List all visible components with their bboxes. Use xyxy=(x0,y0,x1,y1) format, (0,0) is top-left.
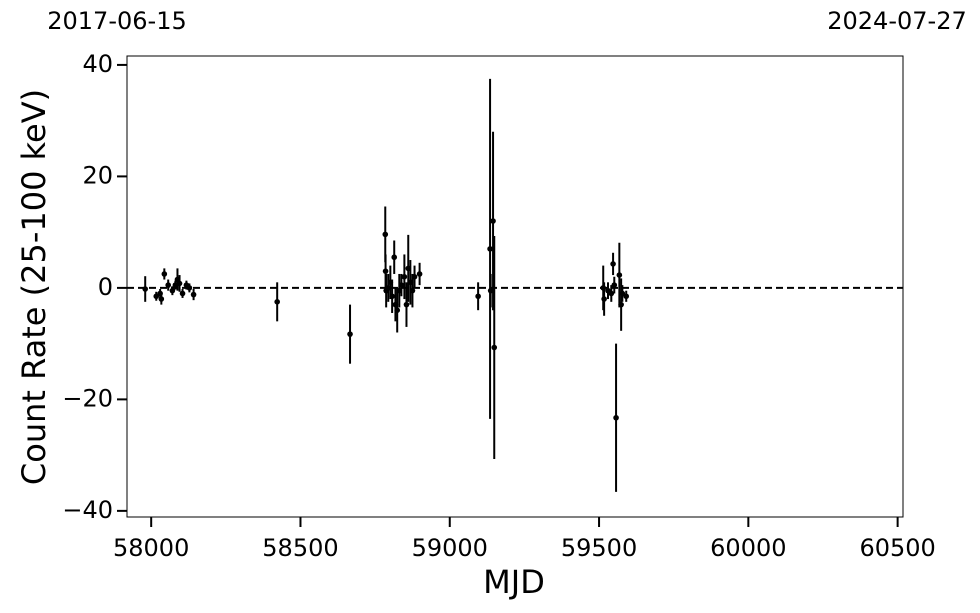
data-point xyxy=(613,414,619,421)
data-point xyxy=(382,231,389,238)
plot-frame xyxy=(126,55,904,518)
data-point xyxy=(165,282,172,288)
data-point xyxy=(616,272,623,278)
data-point xyxy=(403,301,410,308)
data-point xyxy=(389,293,395,300)
data-point xyxy=(401,273,408,280)
y-axis-label: Count Rate (25-100 keV) xyxy=(15,89,53,485)
data-point xyxy=(398,282,405,288)
y-tick-label: 20 xyxy=(82,161,113,189)
x-tick-label: 60500 xyxy=(859,534,935,562)
data-point xyxy=(391,254,398,261)
x-tick-label: 58000 xyxy=(113,534,189,562)
data-point xyxy=(623,293,630,300)
data-point xyxy=(179,290,186,297)
y-tick-label: −40 xyxy=(62,496,113,524)
data-point xyxy=(158,296,165,302)
data-point xyxy=(153,293,160,300)
y-tick-label: −20 xyxy=(62,384,113,412)
data-point xyxy=(611,282,618,288)
data-point xyxy=(490,218,496,224)
x-tick-label: 60000 xyxy=(710,534,786,562)
x-tick-label: 59000 xyxy=(412,534,488,562)
data-point xyxy=(618,301,624,308)
data-point xyxy=(186,285,193,291)
data-point xyxy=(176,280,183,287)
data-point xyxy=(475,293,481,300)
data-point xyxy=(610,261,616,267)
data-point xyxy=(190,291,197,298)
data-point xyxy=(601,296,607,302)
data-point xyxy=(608,290,615,297)
data-point xyxy=(487,246,493,252)
data-point xyxy=(347,331,353,337)
data-point xyxy=(274,299,280,305)
y-tick-label: 40 xyxy=(82,50,113,78)
data-point xyxy=(491,344,498,351)
data-point xyxy=(169,287,176,294)
top-date-label: 2017-06-15 xyxy=(47,7,186,35)
data-point xyxy=(142,286,149,292)
data-point xyxy=(382,268,389,274)
data-point xyxy=(394,307,401,313)
data-point xyxy=(416,271,423,277)
data-point xyxy=(411,273,418,280)
x-axis-label: MJD xyxy=(483,563,545,601)
data-point xyxy=(619,290,626,297)
y-tick-label: 0 xyxy=(98,273,113,301)
top-date-label: 2024-07-27 xyxy=(827,7,966,35)
data-point xyxy=(409,287,416,294)
x-tick-label: 59500 xyxy=(561,534,637,562)
data-point xyxy=(161,271,168,277)
x-tick-label: 58500 xyxy=(262,534,338,562)
